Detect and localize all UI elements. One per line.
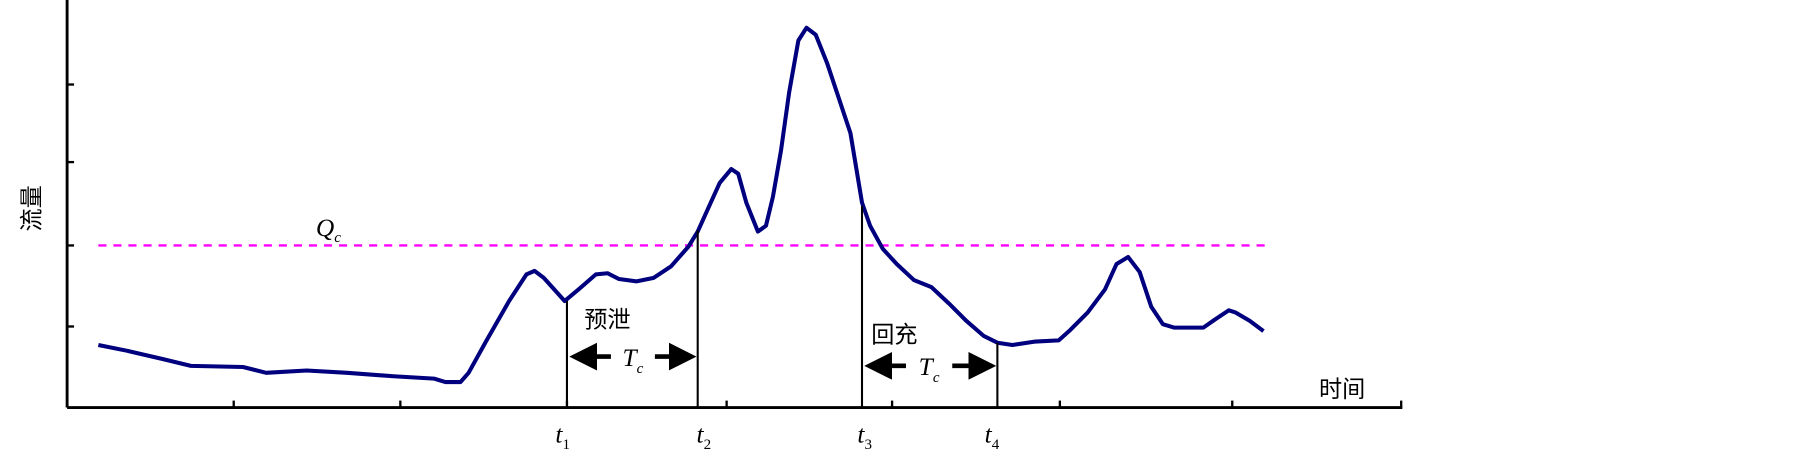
y-axis-label: 流量 <box>19 185 45 231</box>
pre-release-duration: Tc <box>622 343 643 377</box>
refill-duration: Tc <box>919 352 940 386</box>
t4-label: t4 <box>985 419 1000 453</box>
t2-label: t2 <box>697 419 712 453</box>
axis-ticks <box>67 83 1403 408</box>
x-axis-label: 时间 <box>1319 377 1365 403</box>
t1-label: t1 <box>555 419 570 453</box>
refill-label: 回充 <box>871 323 917 349</box>
pre-release-label: 预泄 <box>584 308 630 334</box>
t3-label: t3 <box>857 419 872 453</box>
threshold-label: Qc <box>316 213 341 246</box>
flow-curve <box>97 25 1265 385</box>
axes <box>65 0 1403 409</box>
